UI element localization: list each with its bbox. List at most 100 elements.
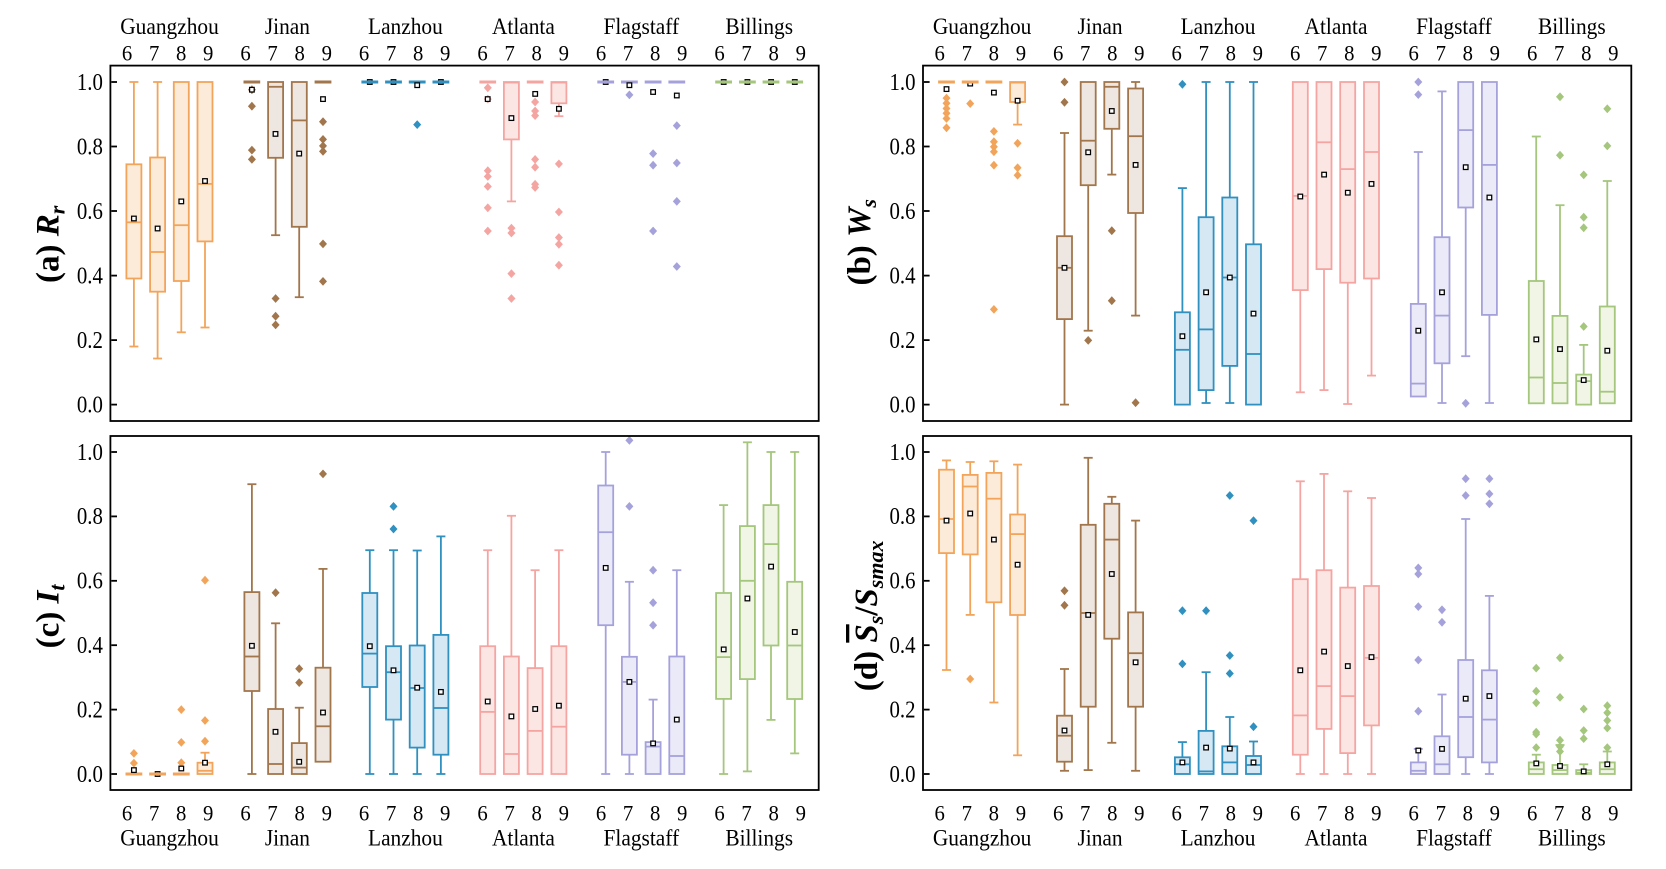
svg-text:8: 8 (1107, 801, 1117, 826)
svg-text:9: 9 (1253, 801, 1263, 826)
svg-text:Flagstaff: Flagstaff (1416, 825, 1492, 851)
svg-text:6: 6 (1172, 41, 1182, 66)
svg-text:8: 8 (295, 41, 305, 66)
svg-text:1.0: 1.0 (77, 438, 103, 465)
svg-text:8: 8 (1581, 801, 1591, 826)
svg-text:Jinan: Jinan (1077, 13, 1122, 39)
svg-text:8: 8 (295, 801, 305, 826)
svg-text:6: 6 (240, 41, 250, 66)
svg-text:7: 7 (149, 41, 160, 66)
svg-text:7: 7 (741, 41, 752, 66)
svg-text:7: 7 (1317, 41, 1328, 66)
svg-text:8: 8 (532, 41, 542, 66)
svg-text:9: 9 (1490, 41, 1500, 66)
svg-text:6: 6 (1290, 41, 1300, 66)
svg-text:7: 7 (623, 801, 634, 826)
svg-text:6: 6 (1527, 41, 1537, 66)
svg-text:6: 6 (1053, 801, 1063, 826)
svg-text:0.6: 0.6 (77, 567, 103, 594)
svg-text:9: 9 (322, 41, 332, 66)
svg-text:Billings: Billings (725, 13, 793, 39)
svg-text:9: 9 (1253, 41, 1263, 66)
svg-text:6: 6 (1527, 801, 1537, 826)
svg-text:9: 9 (559, 41, 569, 66)
svg-text:0.8: 0.8 (77, 503, 103, 530)
svg-text:7: 7 (386, 41, 397, 66)
svg-text:Guangzhou: Guangzhou (933, 13, 1032, 39)
svg-text:9: 9 (440, 801, 450, 826)
svg-text:8: 8 (1463, 41, 1473, 66)
svg-text:6: 6 (122, 801, 132, 826)
svg-text:0.8: 0.8 (890, 503, 916, 530)
svg-text:Billings: Billings (725, 825, 793, 851)
svg-text:Atlanta: Atlanta (1305, 825, 1368, 851)
svg-text:Guangzhou: Guangzhou (120, 825, 219, 851)
svg-text:Flagstaff: Flagstaff (1416, 13, 1492, 39)
svg-text:8: 8 (413, 41, 423, 66)
svg-text:9: 9 (1016, 801, 1026, 826)
svg-text:Jinan: Jinan (1077, 825, 1122, 851)
svg-text:Jinan: Jinan (265, 13, 310, 39)
svg-text:0.0: 0.0 (890, 760, 916, 787)
svg-text:6: 6 (477, 41, 487, 66)
svg-text:8: 8 (1463, 801, 1473, 826)
svg-text:9: 9 (1371, 801, 1381, 826)
svg-text:8: 8 (532, 801, 542, 826)
svg-text:7: 7 (1080, 41, 1091, 66)
svg-text:8: 8 (769, 41, 779, 66)
svg-text:6: 6 (596, 801, 606, 826)
svg-text:6: 6 (1053, 41, 1063, 66)
svg-text:Atlanta: Atlanta (492, 825, 555, 851)
svg-text:Atlanta: Atlanta (492, 13, 555, 39)
svg-text:6: 6 (1409, 41, 1419, 66)
svg-text:Guangzhou: Guangzhou (120, 13, 219, 39)
svg-text:9: 9 (677, 801, 687, 826)
svg-text:7: 7 (149, 801, 160, 826)
svg-text:8: 8 (1226, 41, 1236, 66)
svg-text:9: 9 (796, 801, 806, 826)
svg-text:7: 7 (1199, 801, 1210, 826)
svg-text:8: 8 (1226, 801, 1236, 826)
svg-text:7: 7 (1080, 801, 1091, 826)
svg-text:7: 7 (267, 801, 278, 826)
svg-text:8: 8 (769, 801, 779, 826)
svg-text:8: 8 (989, 801, 999, 826)
svg-text:7: 7 (623, 41, 634, 66)
svg-text:8: 8 (1344, 41, 1354, 66)
svg-text:8: 8 (1581, 41, 1591, 66)
svg-text:6: 6 (1172, 801, 1182, 826)
svg-text:9: 9 (1608, 801, 1618, 826)
svg-text:9: 9 (203, 801, 213, 826)
svg-text:7: 7 (1554, 41, 1565, 66)
svg-text:0.2: 0.2 (890, 696, 916, 723)
svg-text:8: 8 (1107, 41, 1117, 66)
svg-text:9: 9 (1490, 801, 1500, 826)
svg-text:(d) Ss/Ssmax: (d) Ss/Ssmax (849, 541, 888, 692)
svg-text:6: 6 (359, 801, 369, 826)
svg-text:0.0: 0.0 (77, 760, 103, 787)
svg-text:6: 6 (1290, 801, 1300, 826)
svg-text:9: 9 (322, 801, 332, 826)
svg-text:9: 9 (677, 41, 687, 66)
svg-text:9: 9 (1016, 41, 1026, 66)
svg-text:8: 8 (1344, 801, 1354, 826)
svg-text:9: 9 (1371, 41, 1381, 66)
svg-text:(c) It: (c) It (31, 584, 70, 649)
svg-text:1.0: 1.0 (890, 438, 916, 465)
svg-text:7: 7 (267, 41, 278, 66)
svg-text:Lanzhou: Lanzhou (368, 13, 443, 39)
svg-text:8: 8 (989, 41, 999, 66)
svg-text:6: 6 (935, 801, 945, 826)
svg-text:Jinan: Jinan (265, 825, 310, 851)
svg-text:0.2: 0.2 (77, 326, 103, 353)
svg-text:Flagstaff: Flagstaff (604, 13, 680, 39)
svg-text:7: 7 (386, 801, 397, 826)
svg-text:0.2: 0.2 (77, 696, 103, 723)
svg-text:9: 9 (440, 41, 450, 66)
svg-text:8: 8 (650, 41, 660, 66)
svg-text:6: 6 (1409, 801, 1419, 826)
svg-text:7: 7 (1436, 41, 1447, 66)
svg-text:0.4: 0.4 (890, 632, 916, 659)
svg-text:Lanzhou: Lanzhou (1181, 825, 1256, 851)
svg-text:6: 6 (714, 801, 724, 826)
